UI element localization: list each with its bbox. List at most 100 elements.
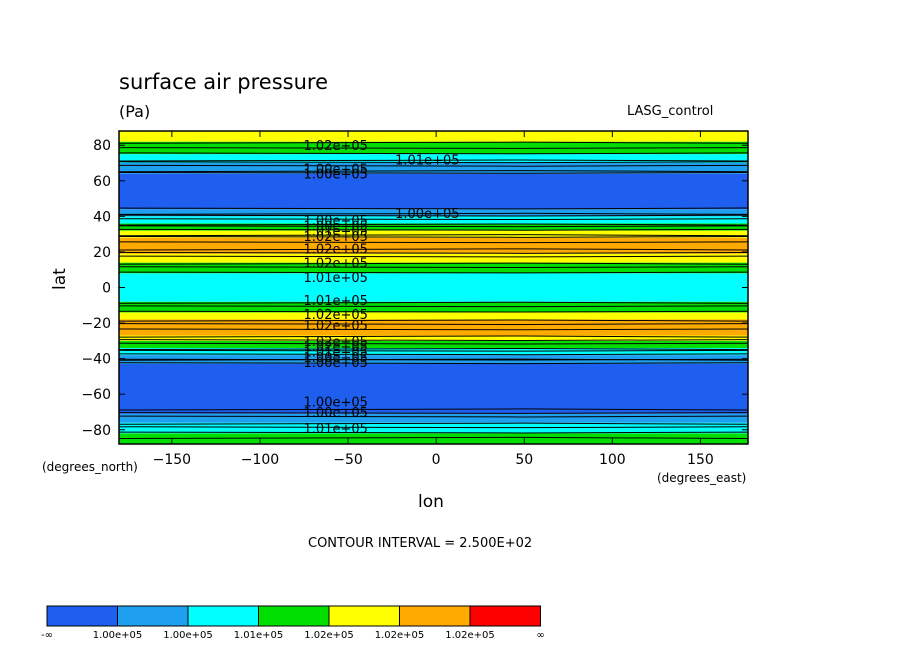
contour-line	[118, 305, 749, 308]
y-tick-label: 0	[102, 281, 111, 297]
band	[119, 230, 748, 238]
contour-label: 1.01e+05	[304, 271, 368, 286]
contour-line	[118, 248, 749, 251]
contour-line	[118, 171, 749, 174]
legend-swatch	[469, 605, 541, 627]
chart-title: surface air pressure	[119, 70, 329, 94]
x-tick-label: 0	[432, 452, 441, 468]
legend-swatch	[187, 605, 259, 627]
legend-swatch	[258, 605, 330, 627]
band	[119, 319, 748, 336]
contour-line	[118, 342, 749, 345]
contour-line	[118, 271, 749, 274]
contour-line	[118, 234, 749, 237]
contour-label: 1.00e+05	[304, 351, 368, 366]
x-tick-label: 150	[687, 452, 714, 468]
x-axis-label: lon	[418, 492, 444, 512]
x-tick-label: 50	[515, 452, 533, 468]
contour-line	[118, 436, 749, 439]
legend-swatch	[399, 605, 471, 627]
contour-label: 1.00e+05	[304, 356, 368, 371]
y-tick-label: 40	[93, 209, 111, 225]
contour-line	[118, 207, 749, 210]
band	[119, 312, 748, 320]
contour-line	[118, 152, 749, 155]
contour-line	[118, 426, 749, 429]
contour-label: 1.01e+05	[304, 225, 368, 240]
y-tick-label: −20	[81, 316, 111, 332]
band	[119, 335, 748, 341]
contour-label: 1.00e+05	[304, 406, 368, 421]
band	[119, 223, 748, 231]
contour-label: 1.02e+05	[304, 319, 368, 334]
contour-line	[118, 422, 749, 425]
band	[119, 237, 748, 254]
band	[119, 216, 748, 224]
contour-line	[118, 225, 749, 228]
contour-line	[118, 412, 749, 414]
legend-swatch	[117, 605, 189, 627]
y-tick-label: 60	[93, 174, 111, 190]
contour-lines	[118, 141, 749, 439]
contour-label: 1.00e+05	[304, 395, 368, 410]
contour-line	[118, 431, 749, 434]
band	[119, 301, 748, 313]
x-axis-units: (degrees_east)	[657, 471, 747, 485]
contour-line	[118, 212, 749, 215]
band	[119, 340, 748, 348]
contour-line	[118, 241, 749, 244]
units-label: (Pa)	[119, 102, 151, 121]
contour-line	[118, 141, 749, 144]
band	[119, 253, 748, 263]
contour-interval: CONTOUR INTERVAL = 2.500E+02	[308, 536, 533, 551]
legend-swatch	[46, 605, 118, 627]
contour-label: 1.02e+05	[304, 242, 368, 257]
contour-line	[118, 310, 749, 313]
legend-label: 1.00e+05	[93, 630, 143, 641]
contour-line	[118, 349, 749, 352]
legend-label: 1.01e+05	[234, 630, 284, 641]
legend-label: 1.02e+05	[375, 630, 425, 641]
band	[119, 173, 748, 210]
contour-label: 1.02e+05	[304, 340, 368, 355]
contour-label: 1.02e+05	[304, 257, 368, 272]
contour-line	[118, 262, 749, 265]
contour-line	[118, 159, 749, 162]
contour-label: 1.00e+05	[304, 162, 368, 177]
contour-line	[118, 228, 749, 231]
contour-label: 1.02e+05	[304, 139, 368, 154]
y-tick-label: −40	[81, 352, 111, 368]
band	[119, 154, 748, 164]
contour-label: 1.01e+05	[304, 294, 368, 309]
contour-line	[118, 347, 749, 351]
band	[119, 163, 748, 174]
band	[119, 433, 748, 444]
contour-line	[118, 147, 749, 149]
y-tick-label: 80	[93, 138, 111, 154]
contour-label: 1.02e+05	[304, 230, 368, 245]
band	[119, 347, 748, 356]
contour-line	[118, 335, 749, 338]
contour-line	[118, 415, 749, 418]
contour-label: 1.00e+05	[395, 207, 459, 222]
contour-line	[118, 252, 749, 254]
contour-line	[118, 170, 749, 173]
contour-label: 1.00e+05	[304, 168, 368, 183]
band	[119, 131, 748, 142]
legend-label: 1.02e+05	[445, 630, 495, 641]
band	[119, 209, 748, 217]
band	[119, 363, 748, 414]
x-tick-label: −150	[153, 452, 191, 468]
contour-labels: 1.02e+051.01e+051.00e+051.00e+051.00e+05…	[304, 139, 460, 437]
contour-line	[118, 255, 749, 258]
contour-line	[118, 319, 749, 322]
contour-line	[118, 301, 749, 304]
run-name: LASG_control	[627, 104, 714, 119]
color-legend: -∞ 1.00e+05 1.00e+05 1.01e+05 1.02e+05 1.02e+…	[41, 605, 545, 641]
contour-label: 1.01e+05	[395, 153, 459, 168]
y-tick-label: −60	[81, 387, 111, 403]
contour-label: 1.01e+05	[304, 422, 368, 437]
contour-label: 1.00e+05	[304, 214, 368, 229]
y-tick-label: −80	[81, 423, 111, 439]
